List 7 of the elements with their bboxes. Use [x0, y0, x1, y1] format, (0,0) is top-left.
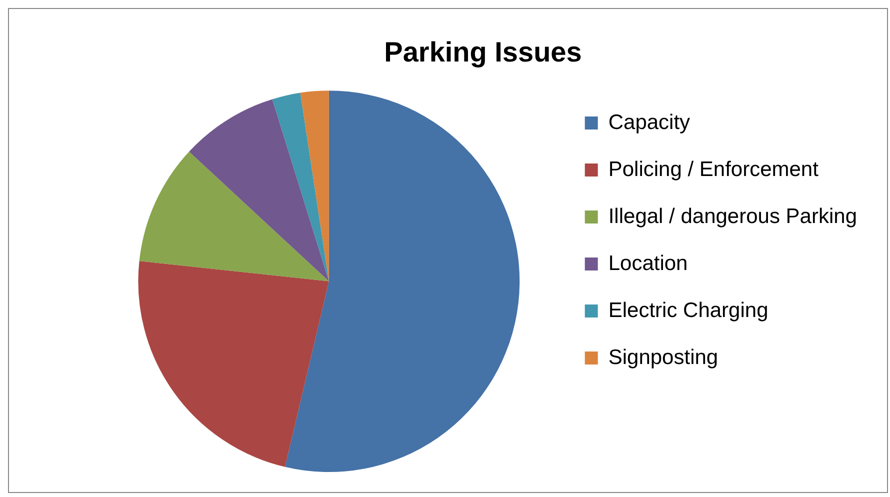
legend-label: Signposting: [608, 346, 718, 369]
legend-label: Capacity: [608, 110, 691, 134]
legend-label: Electric Charging: [608, 298, 768, 322]
legend-label: Location: [608, 252, 688, 275]
legend-label: Illegal / dangerous Parking: [608, 204, 858, 228]
legend-label: Policing / Enforcement: [608, 158, 819, 181]
chart-title: Parking Issues: [384, 36, 582, 68]
